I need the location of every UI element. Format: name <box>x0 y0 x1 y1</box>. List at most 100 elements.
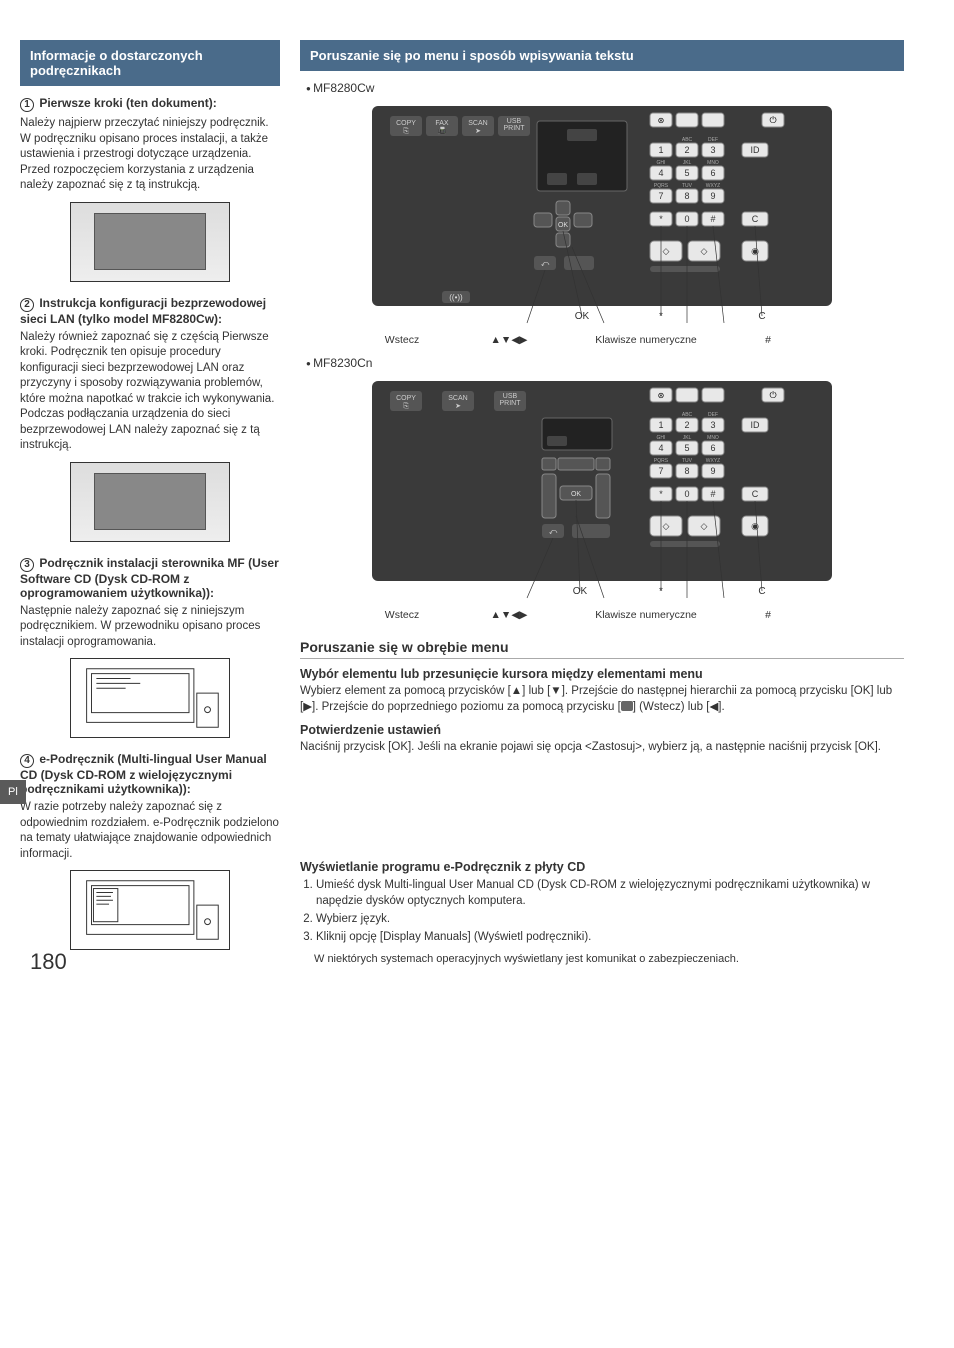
svg-text:USB: USB <box>507 118 522 125</box>
svg-text:DEF: DEF <box>708 137 718 143</box>
svg-text:*: * <box>659 214 663 224</box>
svg-text:1: 1 <box>658 145 663 155</box>
item2-title: Instrukcja konfiguracji bezprzewodowej s… <box>20 296 266 326</box>
svg-text:2: 2 <box>684 420 689 430</box>
item2-text: Należy również zapoznać się z częścią Pi… <box>20 330 280 454</box>
svg-text:OK: OK <box>573 586 588 597</box>
pc-image-2 <box>70 870 230 950</box>
panel1-wrap: COPY⎘ FAX📠 SCAN➤ USBPRINT <box>300 101 904 346</box>
item3-text: Następnie należy zapoznać się z niniejsz… <box>20 604 280 651</box>
item1-text: Należy najpierw przeczytać niniejszy pod… <box>20 116 280 194</box>
svg-text:◉: ◉ <box>751 521 759 531</box>
svg-text:⏻: ⏻ <box>769 390 776 400</box>
callout-wstecz-2: Wstecz <box>342 609 462 621</box>
svg-text:0: 0 <box>684 489 689 499</box>
svg-text:DEF: DEF <box>708 412 718 418</box>
svg-text:◇: ◇ <box>701 246 708 256</box>
svg-text:➤: ➤ <box>475 128 481 135</box>
svg-text:⤺: ⤺ <box>541 259 550 268</box>
panel1-label: MF8280Cw <box>306 81 904 95</box>
svg-text:0: 0 <box>684 214 689 224</box>
back-key-icon <box>621 701 633 711</box>
item4-title: e-Podręcznik (Multi-lingual User Manual … <box>20 752 267 796</box>
svg-text:JKL: JKL <box>683 435 692 441</box>
cd-step-3: Kliknij opcję [Display Manuals] (Wyświet… <box>316 929 904 945</box>
svg-text:◉: ◉ <box>751 246 759 256</box>
right-column: Poruszanie się po menu i sposób wpisywan… <box>300 40 904 965</box>
svg-text:COPY: COPY <box>396 120 416 127</box>
svg-text:((•)): ((•)) <box>449 293 463 302</box>
svg-text:9: 9 <box>710 191 715 201</box>
svg-text:TUV: TUV <box>682 458 693 464</box>
svg-text:➤: ➤ <box>455 403 461 410</box>
svg-text:8: 8 <box>684 466 689 476</box>
item1-title: Pierwsze kroki (ten dokument): <box>39 96 216 110</box>
svg-text:ID: ID <box>751 145 761 155</box>
circled-3: 3 <box>20 558 34 572</box>
panel1-callouts: Wstecz ▲▼◀▶ Klawisze numeryczne # <box>342 334 862 346</box>
page-number: 180 <box>30 949 67 975</box>
svg-text:9: 9 <box>710 466 715 476</box>
menu-text1b: ] (Wstecz) lub [◀]. <box>633 701 725 713</box>
svg-text:◇: ◇ <box>663 246 670 256</box>
svg-text:C: C <box>758 586 765 597</box>
svg-text:C: C <box>758 311 765 322</box>
svg-text:PQRS: PQRS <box>654 183 669 189</box>
svg-text:8: 8 <box>684 191 689 201</box>
circled-2: 2 <box>20 298 34 312</box>
svg-text:6: 6 <box>710 168 715 178</box>
svg-text:⎘: ⎘ <box>403 127 409 135</box>
manual-item-1: 1 Pierwsze kroki (ten dokument): Należy … <box>20 96 280 282</box>
svg-text:2: 2 <box>684 145 689 155</box>
svg-text:SCAN: SCAN <box>448 395 467 402</box>
svg-text:⎘: ⎘ <box>403 402 409 410</box>
right-header: Poruszanie się po menu i sposób wpisywan… <box>300 40 904 71</box>
svg-text:3: 3 <box>710 145 715 155</box>
callout-arrows: ▲▼◀▶ <box>464 334 554 346</box>
manual-image-1 <box>70 202 230 282</box>
control-panel-2: COPY⎘ SCAN➤ USBPRINT OK ⤺ <box>342 376 862 606</box>
svg-text:TUV: TUV <box>682 183 693 189</box>
svg-text:#: # <box>710 489 715 499</box>
svg-text:PRINT: PRINT <box>504 125 526 132</box>
callout-hash: # <box>738 334 798 346</box>
cd-step-2: Wybierz język. <box>316 911 904 927</box>
manual-image-2 <box>70 462 230 542</box>
svg-text:⏻: ⏻ <box>769 115 776 125</box>
svg-text:*: * <box>659 489 663 499</box>
svg-text:3: 3 <box>710 420 715 430</box>
svg-text:4: 4 <box>658 168 663 178</box>
svg-text:⊛: ⊛ <box>658 391 665 400</box>
svg-text:MNO: MNO <box>707 435 719 441</box>
svg-text:ABC: ABC <box>682 137 693 143</box>
callout-arrows-2: ▲▼◀▶ <box>464 609 554 621</box>
manual-item-2: 2 Instrukcja konfiguracji bezprzewodowej… <box>20 296 280 542</box>
panel2-label: MF8230Cn <box>306 356 904 370</box>
svg-text:📠: 📠 <box>438 126 447 135</box>
menu-text2: Naciśnij przycisk [OK]. Jeśli na ekranie… <box>300 740 904 756</box>
svg-text:#: # <box>710 214 715 224</box>
svg-text:◇: ◇ <box>663 521 670 531</box>
svg-text:WXYZ: WXYZ <box>706 458 720 464</box>
circled-1: 1 <box>20 98 34 112</box>
svg-text:7: 7 <box>658 191 663 201</box>
svg-text:PRINT: PRINT <box>500 400 522 407</box>
cd-step-1: Umieść dysk Multi-lingual User Manual CD… <box>316 877 904 909</box>
page-layout: Informacje o dostarczonych podręcznikach… <box>20 40 904 965</box>
svg-text:*: * <box>659 311 663 322</box>
left-column: Informacje o dostarczonych podręcznikach… <box>20 40 280 965</box>
item4-text: W razie potrzeby należy zapoznać się z o… <box>20 800 280 862</box>
svg-text:OK: OK <box>558 222 568 229</box>
svg-text:4: 4 <box>658 443 663 453</box>
svg-text:*: * <box>659 586 663 597</box>
panel2-wrap: COPY⎘ SCAN➤ USBPRINT OK ⤺ <box>300 376 904 621</box>
svg-text:5: 5 <box>684 168 689 178</box>
svg-text:WXYZ: WXYZ <box>706 183 720 189</box>
svg-text:JKL: JKL <box>683 160 692 166</box>
left-header: Informacje o dostarczonych podręcznikach <box>20 40 280 86</box>
language-tab: Pl <box>0 780 26 804</box>
cd-steps: Umieść dysk Multi-lingual User Manual CD… <box>300 877 904 945</box>
svg-text:⊛: ⊛ <box>658 116 665 125</box>
svg-text:ABC: ABC <box>682 412 693 418</box>
svg-text:GHI: GHI <box>657 160 666 166</box>
